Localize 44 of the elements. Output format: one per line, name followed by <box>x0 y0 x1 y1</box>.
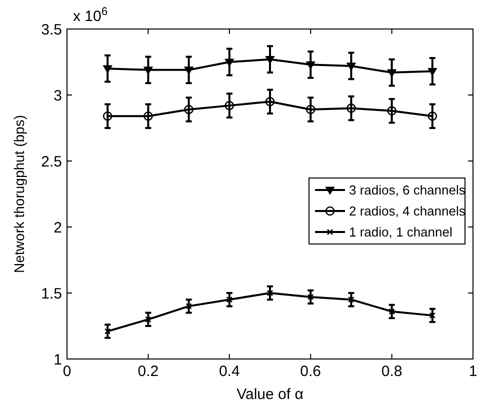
legend-label: 2 radios, 4 channels <box>349 204 466 219</box>
point <box>103 65 112 74</box>
point <box>186 303 192 310</box>
point <box>102 111 112 121</box>
point <box>348 296 354 303</box>
point <box>306 104 316 114</box>
point <box>144 111 153 121</box>
point <box>224 100 234 110</box>
point <box>307 294 314 300</box>
y-tick-label: 2 <box>54 219 62 236</box>
point <box>346 62 356 70</box>
point <box>428 111 438 121</box>
x-axis-title: Value of α <box>236 386 304 403</box>
point <box>387 106 396 116</box>
point <box>144 66 153 74</box>
x-tick-label: 0.8 <box>381 363 402 380</box>
point <box>346 104 356 113</box>
point <box>306 61 316 70</box>
point <box>387 69 396 78</box>
point <box>266 290 274 296</box>
point <box>429 312 436 319</box>
x-tick-label: 0.6 <box>300 363 322 380</box>
point <box>145 316 152 323</box>
legend-label: 3 radios, 6 channels <box>349 182 466 198</box>
point <box>428 68 437 76</box>
y-axis-title: Network thorugphut (bps) <box>11 115 27 273</box>
x-tick-label: 0.4 <box>218 363 240 380</box>
x-tick-label: 0.2 <box>138 363 159 380</box>
point <box>265 96 275 106</box>
x-tick-label: 1 <box>468 363 478 380</box>
y-tick-label: 1.5 <box>41 285 62 302</box>
point <box>104 328 111 334</box>
point <box>184 66 194 74</box>
text: x 10$^{6}$ <box>73 6 108 25</box>
point <box>388 308 395 315</box>
y-tick-label: 3 <box>54 87 62 104</box>
point <box>184 104 194 114</box>
point <box>224 58 234 66</box>
y-tick-label: 1 <box>54 351 62 368</box>
x-tick-label: 0 <box>62 363 72 380</box>
y-tick-label: 3.5 <box>41 21 62 38</box>
y-tick-label: 2.5 <box>41 153 62 170</box>
legend-label: 1 radio, 1 channel <box>349 224 452 240</box>
point <box>226 296 233 303</box>
